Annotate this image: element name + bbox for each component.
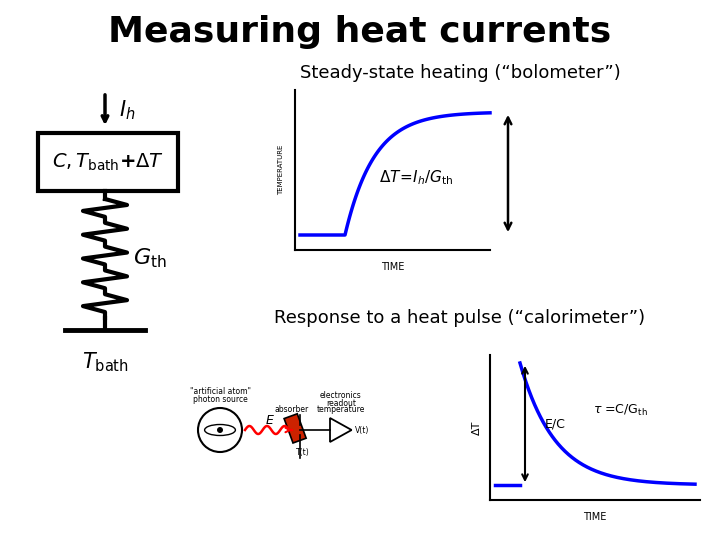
Text: $\mathit{I}_h$: $\mathit{I}_h$: [119, 98, 135, 122]
Text: absorber: absorber: [275, 404, 309, 414]
Text: photon source: photon source: [193, 395, 248, 404]
Text: ΔT: ΔT: [472, 420, 482, 435]
Text: Measuring heat currents: Measuring heat currents: [109, 15, 611, 49]
Text: TEMPERATURE: TEMPERATURE: [278, 145, 284, 195]
Bar: [284, 414, 306, 443]
Text: E: E: [266, 414, 274, 427]
Text: $\tau$ =C/G$_{\rm th}$: $\tau$ =C/G$_{\rm th}$: [593, 402, 647, 417]
Text: readout: readout: [325, 399, 356, 408]
Bar: [38, 133, 178, 191]
Text: $\mathit{C},\mathit{T}_{\rm bath}$+$\Delta \mathit{T}$: $\mathit{C},\mathit{T}_{\rm bath}$+$\Del…: [52, 151, 164, 173]
Text: Response to a heat pulse (“calorimeter”): Response to a heat pulse (“calorimeter”): [274, 309, 646, 327]
Text: TIME: TIME: [583, 512, 607, 522]
Text: electronics: electronics: [320, 392, 361, 401]
Circle shape: [217, 427, 223, 433]
Text: Steady-state heating (“bolometer”): Steady-state heating (“bolometer”): [300, 64, 621, 82]
Text: E/C: E/C: [544, 417, 565, 430]
Text: $\Delta T\!=\! \mathit{I}_h/\mathit{G}_{\rm th}$: $\Delta T\!=\! \mathit{I}_h/\mathit{G}_{…: [379, 168, 453, 187]
Text: temperature: temperature: [317, 406, 365, 415]
Text: T(t): T(t): [296, 449, 310, 457]
Text: "artificial atom": "artificial atom": [189, 387, 251, 396]
Text: $\mathit{T}_{\rm bath}$: $\mathit{T}_{\rm bath}$: [81, 350, 128, 374]
Text: V(t): V(t): [355, 426, 369, 435]
Text: $\mathit{G}_{\rm th}$: $\mathit{G}_{\rm th}$: [133, 247, 167, 271]
Text: TIME: TIME: [381, 262, 404, 272]
